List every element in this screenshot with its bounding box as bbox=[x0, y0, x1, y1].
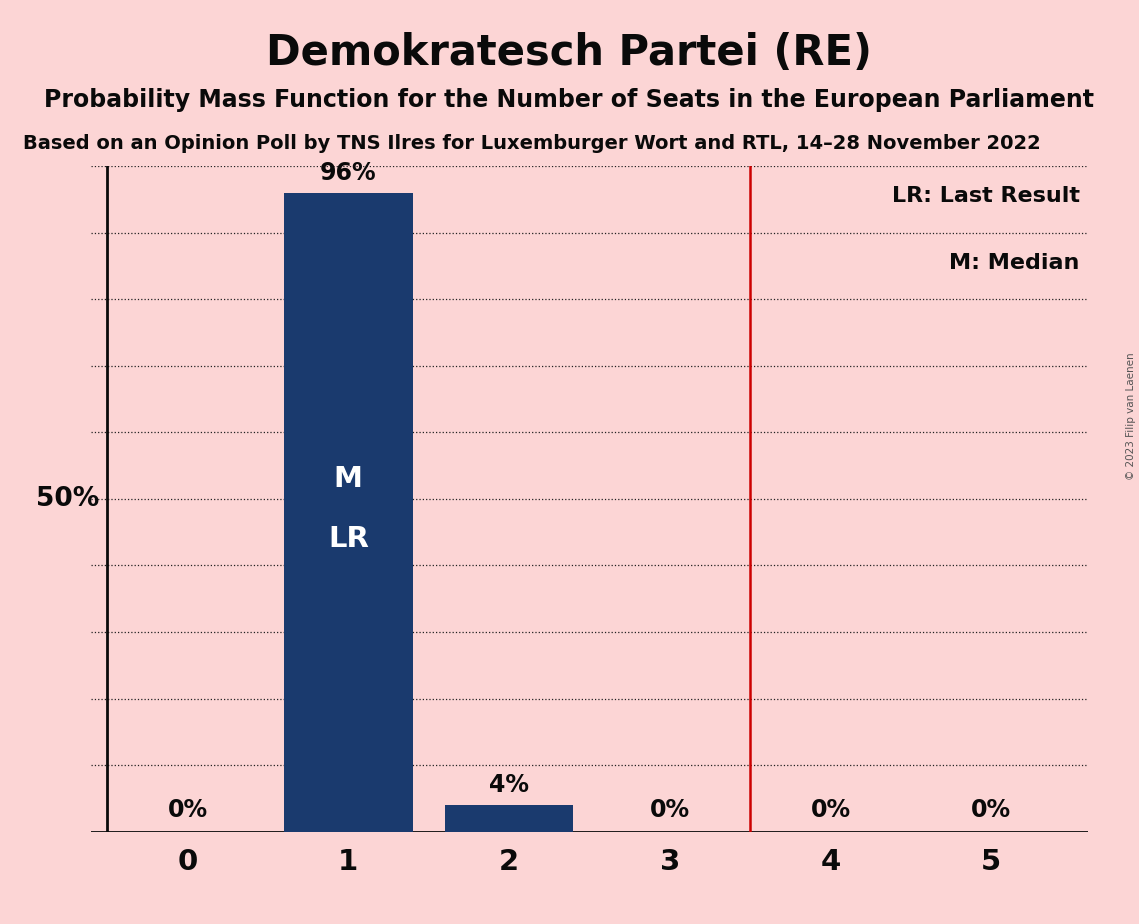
Text: 4%: 4% bbox=[489, 773, 528, 797]
Text: Probability Mass Function for the Number of Seats in the European Parliament: Probability Mass Function for the Number… bbox=[44, 88, 1095, 112]
Text: 0%: 0% bbox=[167, 797, 207, 821]
Text: LR: Last Result: LR: Last Result bbox=[892, 187, 1080, 206]
Bar bbox=[444, 805, 573, 832]
Text: Based on an Opinion Poll by TNS Ilres for Luxemburger Wort and RTL, 14–28 Novemb: Based on an Opinion Poll by TNS Ilres fo… bbox=[23, 134, 1041, 153]
Bar bbox=[284, 193, 412, 832]
Text: 0%: 0% bbox=[972, 797, 1011, 821]
Text: © 2023 Filip van Laenen: © 2023 Filip van Laenen bbox=[1126, 352, 1136, 480]
Text: LR: LR bbox=[328, 525, 369, 553]
Text: M: M bbox=[334, 465, 363, 493]
Text: Demokratesch Partei (RE): Demokratesch Partei (RE) bbox=[267, 32, 872, 74]
Text: 0%: 0% bbox=[811, 797, 851, 821]
Text: 0%: 0% bbox=[649, 797, 690, 821]
Text: M: Median: M: Median bbox=[949, 253, 1080, 273]
Text: 96%: 96% bbox=[320, 161, 377, 185]
Text: 50%: 50% bbox=[36, 486, 99, 512]
